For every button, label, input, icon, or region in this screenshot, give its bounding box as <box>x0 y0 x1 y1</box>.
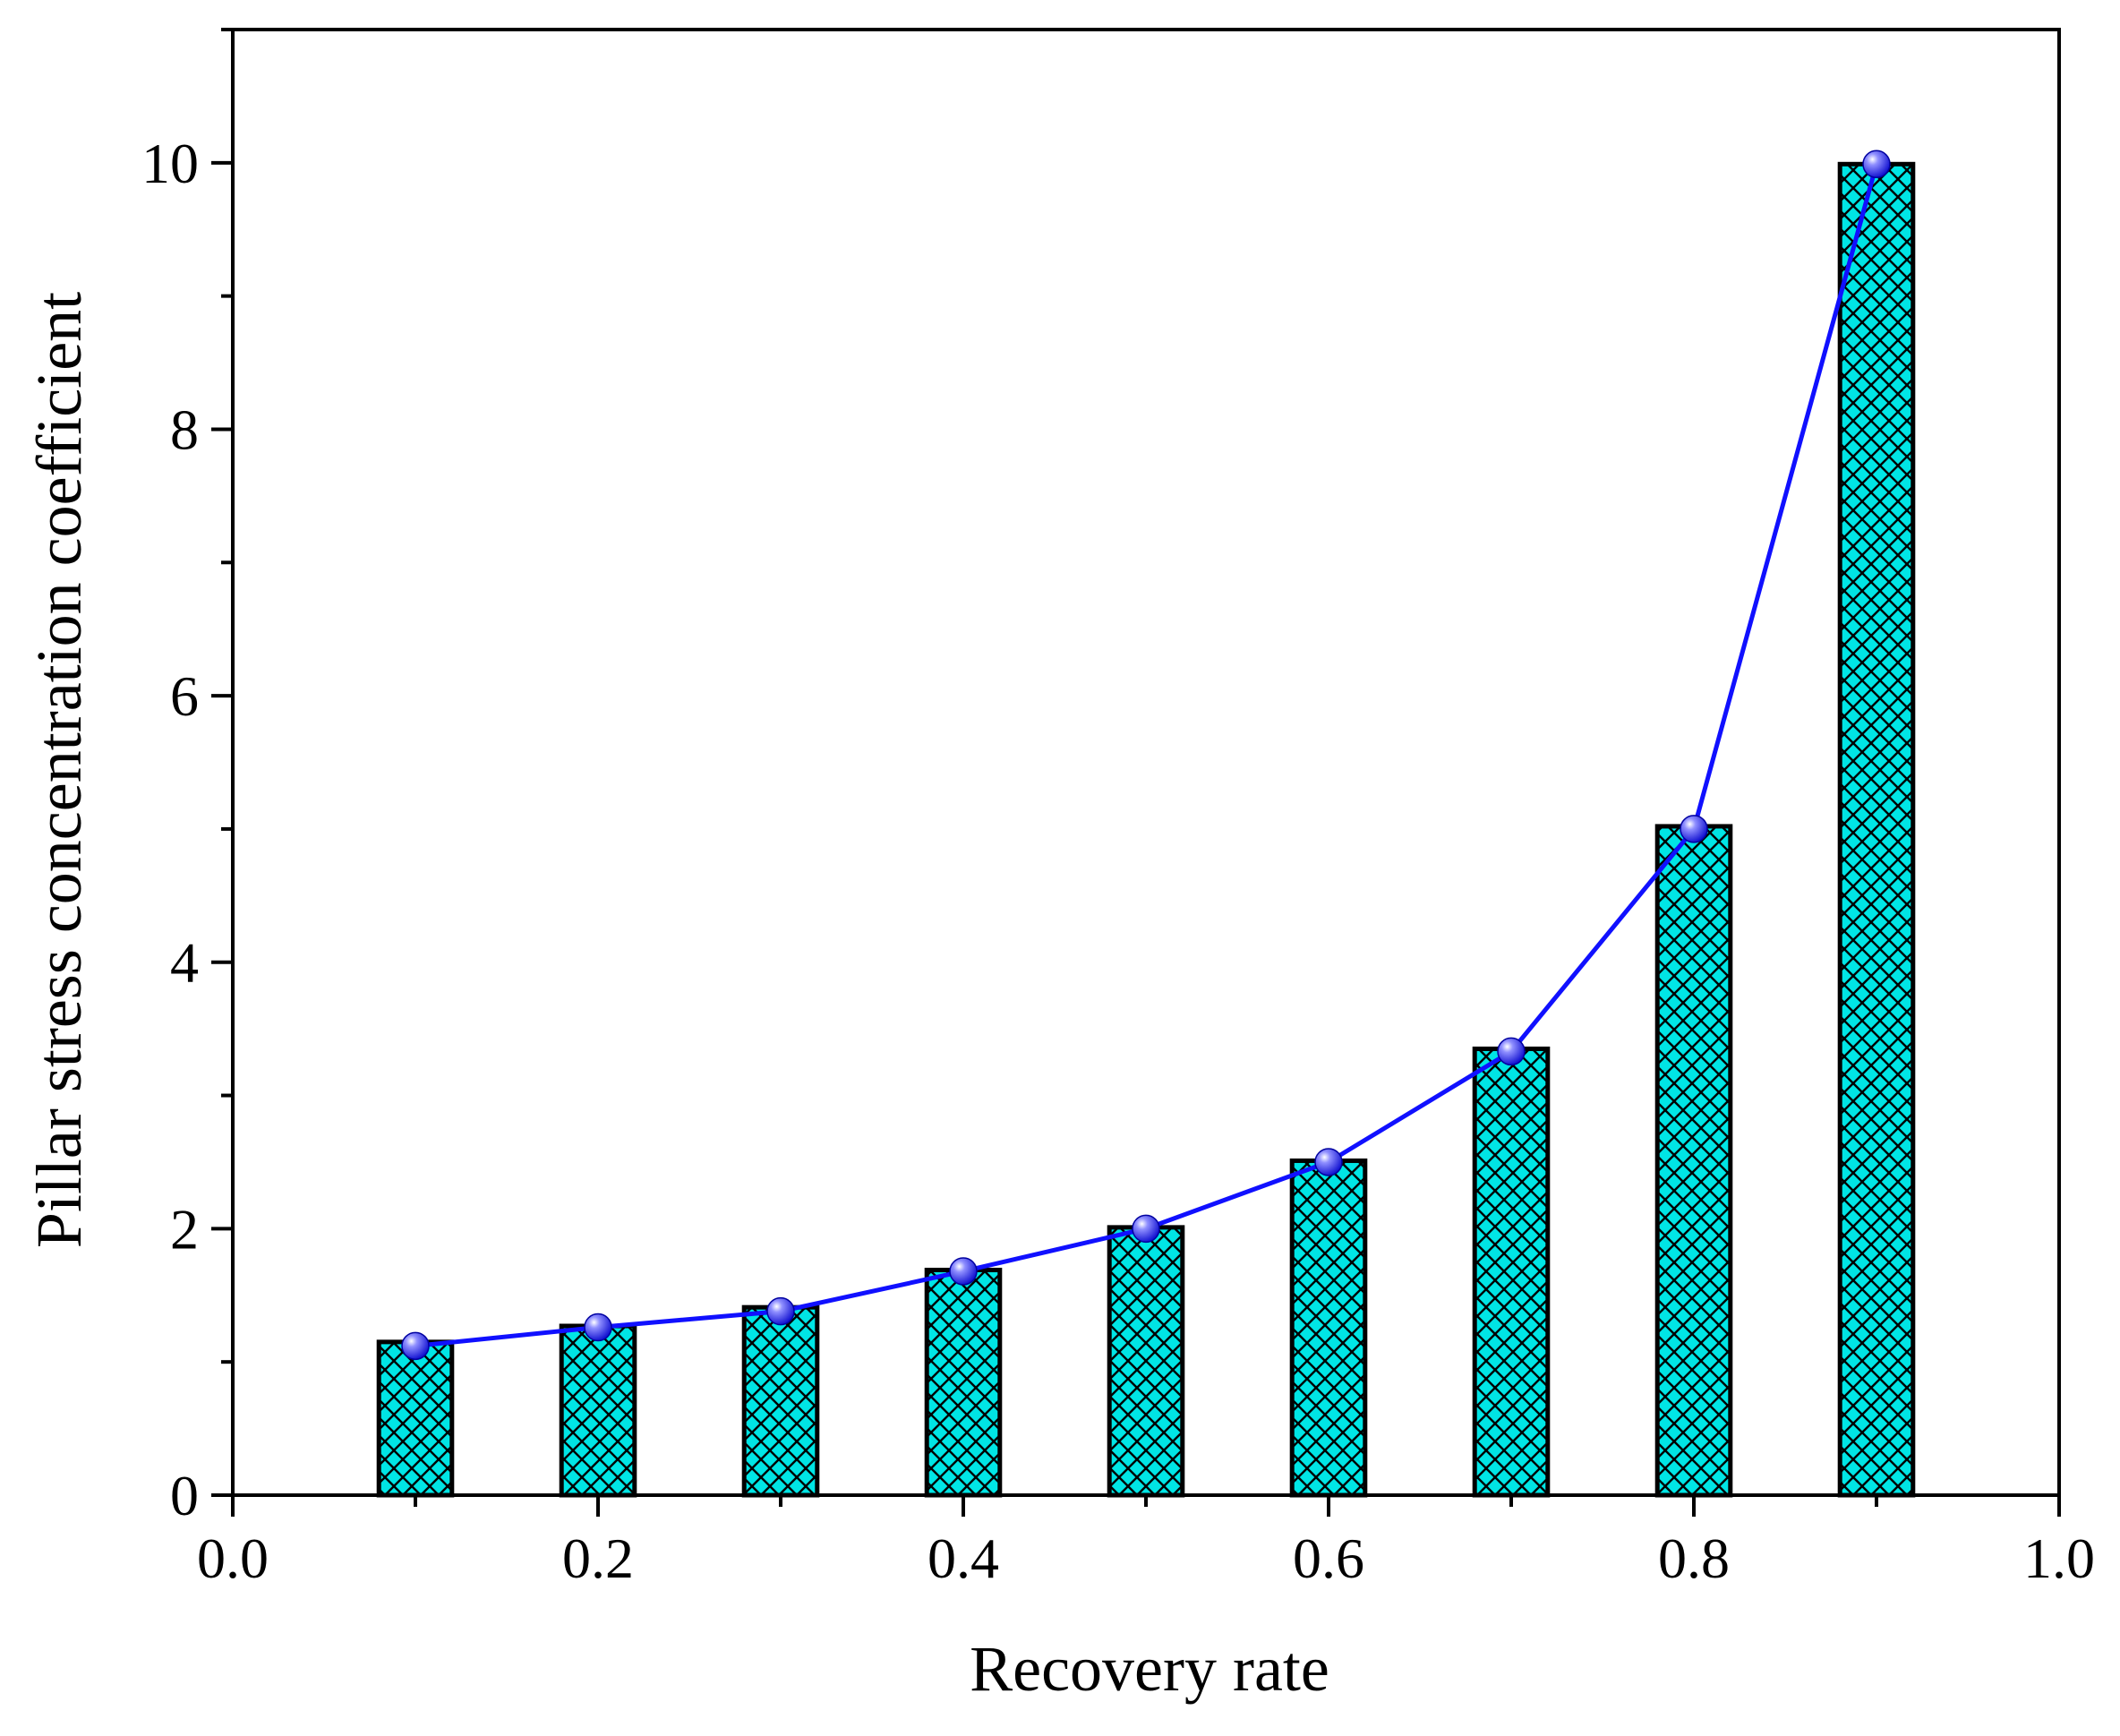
series-point-1 <box>584 1313 612 1342</box>
y-axis-title: Pillar stress concentration coefficient <box>23 292 95 1248</box>
line-series <box>401 150 1891 1361</box>
x-tick-label-0: 0.0 <box>197 1526 269 1590</box>
x-tick-label-1: 0.2 <box>562 1526 634 1590</box>
bar-2 <box>741 1304 820 1498</box>
x-tick-label-3: 0.6 <box>1293 1526 1364 1590</box>
series-point-4 <box>1132 1214 1160 1244</box>
series-point-0 <box>401 1331 430 1361</box>
tick-labels: 0.0 0.2 0.4 0.6 0.8 1.0 0 2 4 6 8 10 <box>141 132 2095 1590</box>
y-tick-label-5: 10 <box>141 132 199 195</box>
y-tick-label-1: 2 <box>170 1197 199 1261</box>
x-axis-title: Recovery rate <box>970 1633 1329 1705</box>
series-point-3 <box>949 1257 978 1286</box>
bar-5 <box>1289 1158 1368 1498</box>
x-tick-label-5: 1.0 <box>2023 1526 2095 1590</box>
bar-3 <box>924 1267 1003 1498</box>
series-point-8 <box>1862 150 1891 179</box>
x-tick-label-4: 0.8 <box>1658 1526 1730 1590</box>
y-tick-label-2: 4 <box>170 931 199 995</box>
series-point-2 <box>766 1296 795 1326</box>
bar-6 <box>1472 1046 1551 1498</box>
y-tick-label-3: 6 <box>170 664 199 728</box>
bar-7 <box>1654 824 1733 1498</box>
series-point-6 <box>1497 1037 1526 1066</box>
y-tick-label-4: 8 <box>170 398 199 461</box>
series-point-7 <box>1680 815 1708 843</box>
axes <box>211 28 2061 1517</box>
x-tick-label-2: 0.4 <box>928 1526 999 1590</box>
y-tick-label-0: 0 <box>170 1464 199 1527</box>
series-point-5 <box>1314 1148 1343 1176</box>
bar-8 <box>1837 161 1916 1498</box>
bar-0 <box>376 1339 455 1498</box>
bar-4 <box>1107 1225 1185 1498</box>
bar-1 <box>559 1323 637 1498</box>
